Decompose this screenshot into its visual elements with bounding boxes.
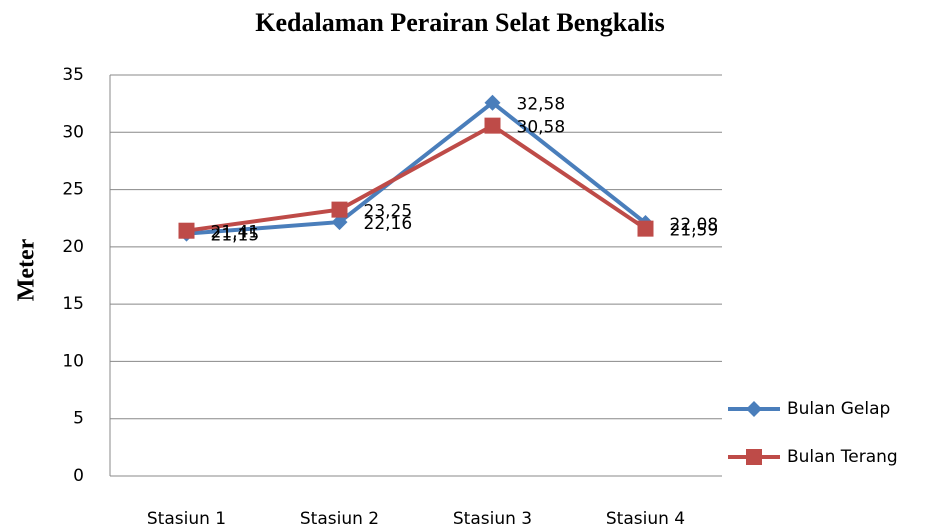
legend-marker — [746, 449, 762, 465]
data-point — [637, 220, 654, 237]
x-tick-label: Stasiun 1 — [147, 509, 226, 529]
y-tick-label: 35 — [62, 65, 84, 85]
data-point — [484, 117, 501, 134]
y-tick-label: 30 — [62, 122, 84, 142]
data-label: 23,25 — [364, 202, 413, 222]
data-label: 21,15 — [211, 226, 260, 246]
data-label: 22,16 — [364, 214, 413, 234]
data-label: 22,08 — [670, 215, 719, 235]
series-line — [186, 123, 647, 233]
y-tick-label: 5 — [73, 409, 84, 429]
data-point — [331, 214, 348, 231]
data-label: 21,59 — [670, 221, 719, 241]
data-point — [331, 201, 348, 218]
data-label: 21,41 — [211, 223, 260, 243]
y-tick-label: 25 — [62, 180, 84, 200]
y-tick-label: 10 — [62, 351, 84, 371]
series-line — [186, 100, 647, 236]
data-point — [178, 222, 195, 239]
legend-label: Bulan Gelap — [787, 399, 890, 419]
y-axis-title: Meter — [14, 238, 40, 301]
data-label: 32,58 — [517, 95, 566, 115]
data-label: 30,58 — [517, 118, 566, 138]
y-tick-label: 15 — [62, 294, 84, 314]
legend-marker — [746, 401, 762, 417]
y-tick-label: 20 — [62, 237, 84, 257]
x-tick-label: Stasiun 3 — [453, 509, 532, 529]
legend-label: Bulan Terang — [787, 447, 898, 467]
y-tick-label: 0 — [73, 466, 84, 486]
x-tick-label: Stasiun 2 — [300, 509, 379, 529]
data-point — [484, 94, 501, 111]
x-tick-label: Stasiun 4 — [606, 509, 685, 529]
chart-title: Kedalaman Perairan Selat Bengkalis — [255, 8, 665, 37]
